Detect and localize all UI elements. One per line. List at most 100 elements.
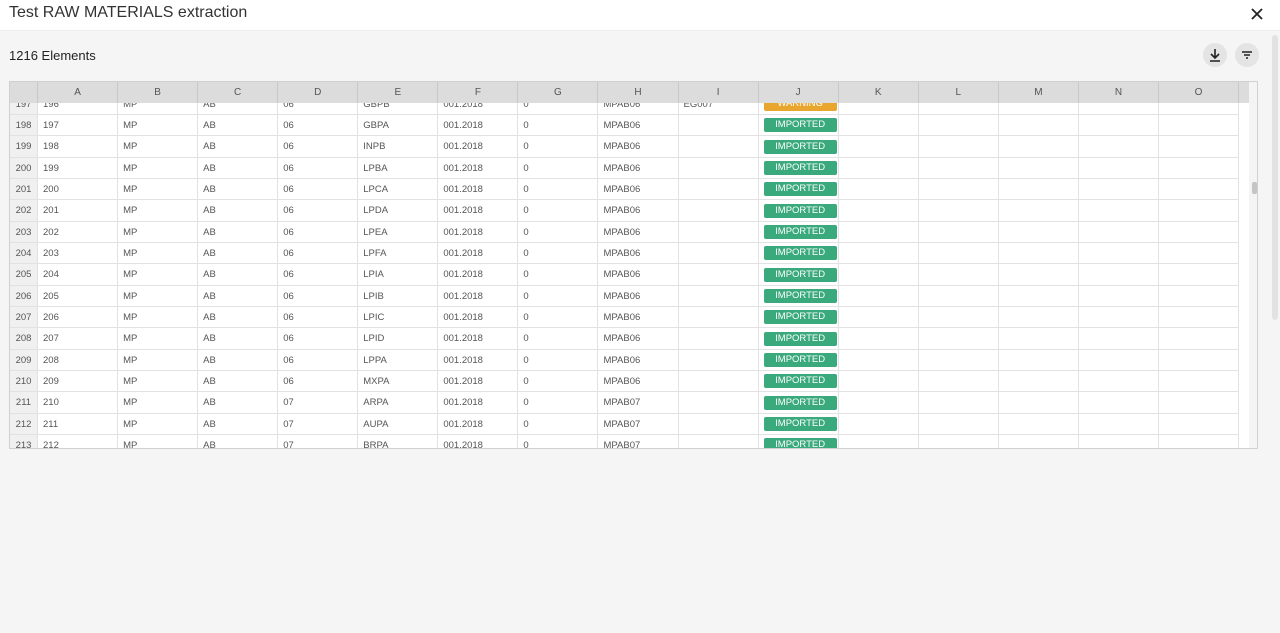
cell (1078, 103, 1159, 115)
cell: 001.2018 (438, 178, 519, 201)
cell: AB (198, 221, 279, 243)
cell (678, 157, 759, 179)
cell (1078, 328, 1159, 350)
cell: 001.2018 (438, 157, 519, 179)
cell: 208 (38, 349, 119, 371)
cell: MP (118, 136, 199, 158)
grid-scroll-thumb[interactable] (1252, 182, 1257, 194)
cell (838, 242, 919, 265)
cell: MP (118, 413, 199, 435)
column-header: M (999, 82, 1079, 103)
cell (838, 178, 919, 201)
status-badge: IMPORTED (763, 139, 837, 154)
cell (1158, 157, 1240, 179)
download-button[interactable] (1203, 43, 1227, 67)
cell (998, 242, 1079, 265)
cell: IMPORTED (758, 285, 839, 307)
cell: INPB (358, 136, 439, 158)
cell (998, 413, 1079, 435)
column-header: B (118, 82, 199, 103)
cell (838, 264, 919, 286)
cell (838, 136, 919, 158)
status-badge: IMPORTED (763, 310, 837, 325)
row-number: 202 (10, 200, 38, 222)
status-badge: IMPORTED (763, 161, 837, 176)
cell: 001.2018 (438, 306, 519, 329)
cell (918, 392, 999, 414)
cell: MP (118, 434, 199, 448)
status-badge: IMPORTED (763, 395, 837, 410)
cell: AB (198, 103, 279, 115)
cell: 0 (518, 264, 599, 286)
cell: 209 (38, 370, 119, 393)
cell: 06 (278, 221, 359, 243)
cell (838, 370, 919, 393)
cell (838, 221, 919, 243)
status-badge: IMPORTED (763, 182, 837, 197)
cell (918, 115, 999, 137)
cell (1158, 178, 1240, 201)
cell (678, 136, 759, 158)
cell (918, 264, 999, 286)
status-badge: IMPORTED (763, 331, 837, 346)
cell: LPPA (358, 349, 439, 371)
cell: 001.2018 (438, 392, 519, 414)
cell: 07 (278, 434, 359, 448)
cell: MP (118, 392, 199, 414)
page-scrollbar[interactable] (1272, 35, 1278, 320)
cell: 0 (518, 178, 599, 201)
column-header: A (38, 82, 119, 103)
cell: GBPB (358, 103, 439, 115)
cell: LPDA (358, 200, 439, 222)
cell: 0 (518, 157, 599, 179)
cell: 198 (38, 136, 119, 158)
cell: AB (198, 392, 279, 414)
row-number: 203 (10, 221, 38, 243)
cell: LPEA (358, 221, 439, 243)
cell (998, 157, 1079, 179)
filter-button[interactable] (1235, 43, 1259, 67)
cell: AB (198, 115, 279, 137)
cell: 001.2018 (438, 264, 519, 286)
cell: 0 (518, 328, 599, 350)
cell: AB (198, 328, 279, 350)
cell: AB (198, 264, 279, 286)
dialog-title: Test RAW MATERIALS extraction (9, 4, 248, 21)
cell (678, 242, 759, 265)
spreadsheet-body: 197 196 MP AB 06 GBPB 001.2018 0 MPAB06 EG007 WARN… (10, 103, 1249, 448)
cell: AB (198, 200, 279, 222)
close-button[interactable] (1250, 7, 1264, 21)
row-number: 199 (10, 136, 38, 158)
cell (1078, 200, 1159, 222)
cell: 199 (38, 157, 119, 179)
cell (918, 242, 999, 265)
row-number: 207 (10, 306, 38, 329)
cell (919, 434, 999, 448)
row-number: 212 (10, 413, 38, 435)
corner-cell (10, 82, 38, 103)
cell (678, 285, 759, 307)
cell: 06 (278, 157, 359, 179)
cell (918, 413, 999, 435)
cell: 0 (518, 285, 599, 307)
cell (998, 221, 1079, 243)
cell (678, 306, 759, 329)
cell (998, 370, 1079, 393)
row-number: 205 (10, 264, 38, 286)
cell: 06 (278, 242, 359, 265)
cell (838, 349, 919, 371)
cell: AB (198, 370, 279, 393)
cell (1158, 285, 1240, 307)
cell: MPAB06 (598, 103, 679, 115)
cell (1159, 434, 1240, 448)
column-header: G (518, 82, 599, 103)
cell: 001.2018 (438, 349, 519, 371)
cell (679, 434, 759, 448)
cell (1158, 115, 1240, 137)
cell (1078, 157, 1159, 179)
cell: AB (198, 157, 279, 179)
cell (1078, 349, 1159, 371)
cell: EG007 (678, 103, 759, 115)
cell: MPAB06 (598, 178, 679, 201)
